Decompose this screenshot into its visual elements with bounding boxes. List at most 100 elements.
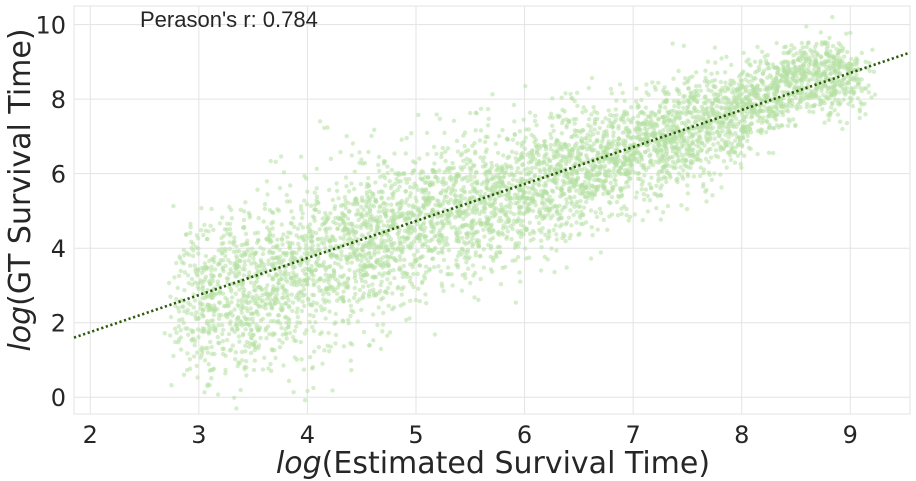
scatter-point <box>304 328 309 333</box>
scatter-point <box>270 261 276 266</box>
scatter-point <box>808 47 813 53</box>
scatter-point <box>189 276 195 282</box>
scatter-point <box>335 226 340 231</box>
scatter-point <box>600 120 605 125</box>
scatter-point <box>587 185 592 191</box>
scatter-point <box>514 150 519 156</box>
scatter-point <box>467 166 472 171</box>
scatter-point <box>370 264 375 269</box>
scatter-point <box>511 196 516 201</box>
scatter-point <box>299 215 305 221</box>
scatter-point <box>208 223 213 228</box>
scatter-point <box>483 139 488 145</box>
scatter-point <box>732 99 737 105</box>
scatter-point <box>304 202 310 207</box>
scatter-point <box>247 331 252 337</box>
scatter-point <box>743 89 748 94</box>
scatter-point <box>550 96 555 101</box>
scatter-point <box>304 272 309 277</box>
scatter-point <box>662 119 667 124</box>
scatter-point <box>858 85 863 91</box>
scatter-point <box>310 239 315 244</box>
scatter-point <box>240 303 245 309</box>
scatter-point <box>609 144 615 149</box>
scatter-point <box>564 146 570 151</box>
scatter-point <box>744 59 749 64</box>
scatter-point <box>735 153 741 158</box>
scatter-point <box>581 105 586 110</box>
scatter-point <box>396 235 402 240</box>
scatter-point <box>523 135 528 140</box>
scatter-point <box>852 59 858 64</box>
scatter-point <box>798 64 803 69</box>
scatter-point <box>310 292 315 297</box>
scatter-point <box>611 169 616 174</box>
scatter-point <box>497 215 503 220</box>
scatter-point <box>481 155 487 160</box>
scatter-point <box>656 116 661 121</box>
scatter-point <box>595 227 600 232</box>
scatter-point <box>778 109 784 115</box>
scatter-point <box>256 215 261 221</box>
scatter-point <box>612 165 617 171</box>
scatter-point <box>425 175 431 180</box>
scatter-point <box>281 232 286 237</box>
scatter-point <box>687 143 693 148</box>
scatter-point <box>349 260 354 265</box>
scatter-point <box>772 92 777 97</box>
scatter-point <box>724 165 729 170</box>
scatter-point <box>821 83 826 88</box>
scatter-point <box>340 202 345 208</box>
scatter-point <box>327 349 332 354</box>
scatter-point <box>366 283 371 289</box>
scatter-point <box>794 74 799 79</box>
scatter-point <box>322 348 327 353</box>
scatter-point <box>676 171 682 176</box>
scatter-point <box>299 308 304 314</box>
scatter-point <box>691 174 697 179</box>
scatter-point <box>551 149 556 154</box>
scatter-point <box>848 62 854 67</box>
scatter-point <box>462 190 468 195</box>
scatter-point <box>775 100 780 106</box>
scatter-point <box>190 253 196 259</box>
scatter-point <box>478 189 483 194</box>
scatter-point <box>661 115 666 120</box>
scatter-point <box>177 309 182 314</box>
scatter-point <box>461 185 466 190</box>
scatter-point <box>332 287 337 292</box>
scatter-point <box>280 340 285 345</box>
scatter-point <box>271 284 276 289</box>
scatter-point <box>271 210 276 215</box>
scatter-point <box>478 128 484 133</box>
scatter-point <box>524 196 530 202</box>
scatter-point <box>278 277 283 282</box>
scatter-point <box>483 223 488 228</box>
scatter-point <box>335 278 340 283</box>
scatter-point <box>312 281 317 287</box>
scatter-point <box>331 237 336 242</box>
scatter-point <box>361 207 366 212</box>
scatter-point <box>470 263 476 268</box>
scatter-point <box>806 96 811 101</box>
scatter-point <box>770 150 776 156</box>
scatter-point <box>527 201 532 207</box>
scatter-point <box>352 186 357 192</box>
scatter-point <box>833 97 838 103</box>
scatter-point <box>476 297 481 302</box>
scatter-point <box>397 254 402 259</box>
scatter-point <box>202 358 208 363</box>
scatter-point <box>236 304 241 309</box>
scatter-point <box>223 254 228 259</box>
scatter-point <box>649 175 654 180</box>
scatter-point <box>532 118 538 124</box>
scatter-point <box>233 323 238 328</box>
scatter-point <box>531 152 536 158</box>
scatter-point <box>515 141 520 146</box>
scatter-point <box>579 183 585 188</box>
scatter-point <box>513 156 518 161</box>
scatter-point <box>757 109 762 114</box>
scatter-point <box>869 95 874 100</box>
scatter-point <box>249 327 254 332</box>
scatter-point <box>762 104 767 109</box>
